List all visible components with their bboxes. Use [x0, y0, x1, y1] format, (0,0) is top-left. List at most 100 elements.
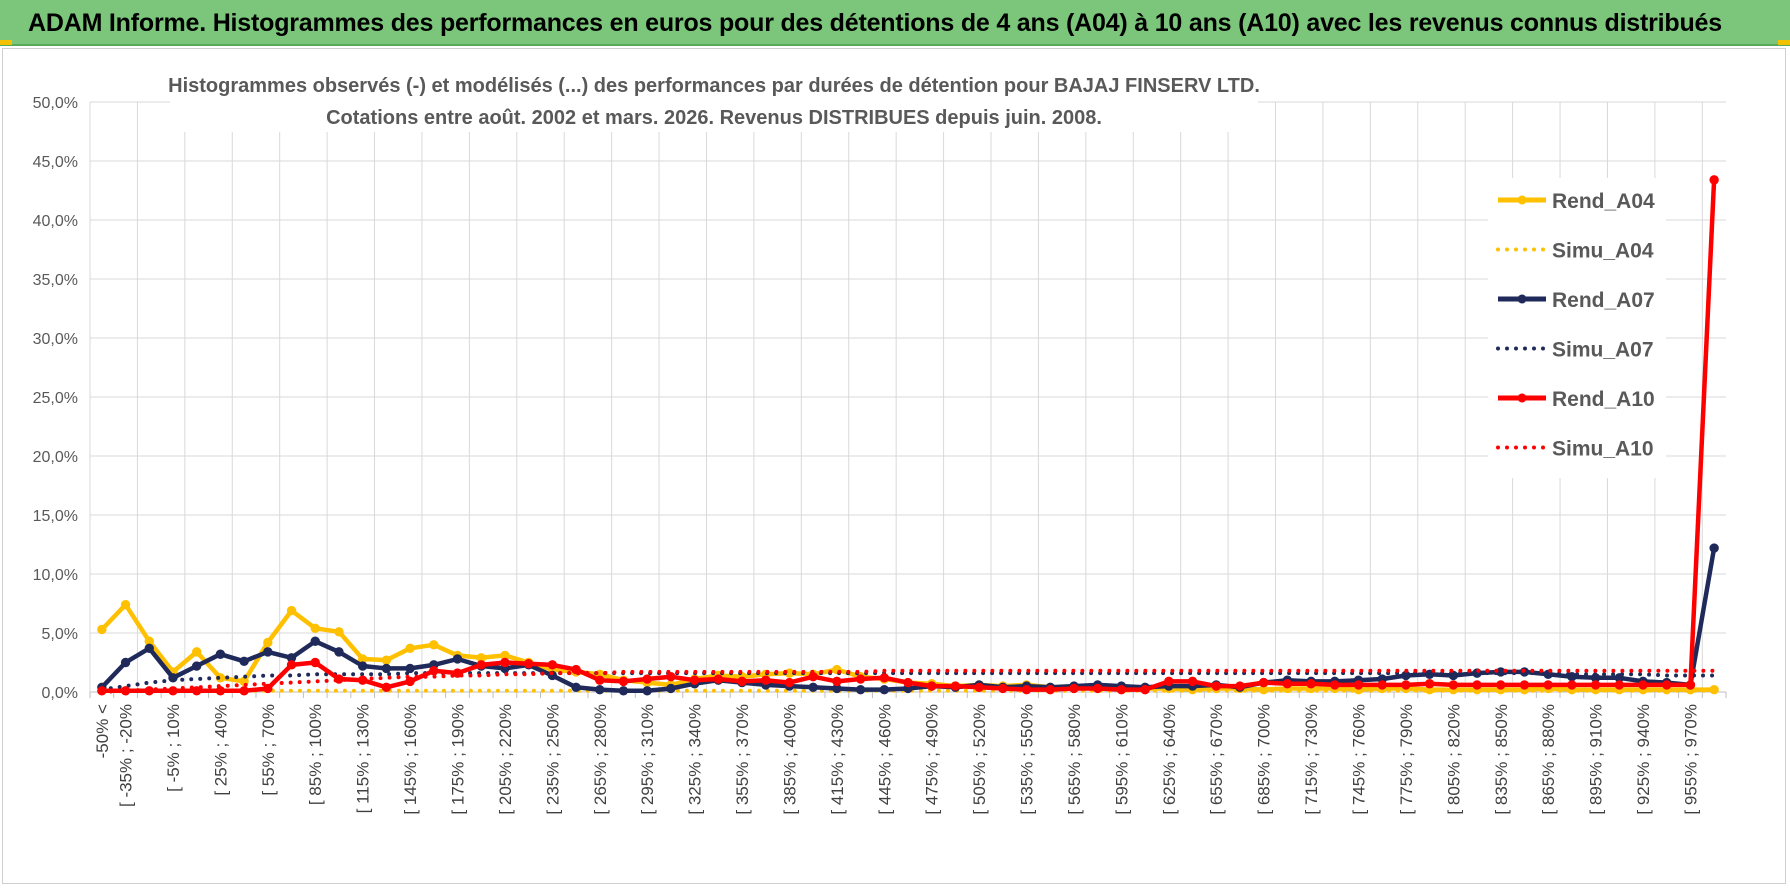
series-line-simu-a07: [99, 671, 1717, 692]
data-point-rend-a10: [310, 657, 320, 668]
data-point-rend-a10: [1187, 676, 1198, 687]
data-point-rend-a04: [97, 624, 107, 635]
legend-marker: [1517, 393, 1527, 403]
x-axis: -50% < [ -35% ; -20% [ -5% ; 10% [ 25% ; 40…: [93, 704, 1701, 815]
legend-label: Rend_A10: [1552, 388, 1655, 411]
data-point-rend-a10: [1021, 684, 1032, 695]
chart-grid: [89, 101, 1727, 698]
x-tick-label: [ 355% ; 370%: [733, 704, 752, 815]
x-tick-label: [ 505% ; 520%: [970, 704, 989, 815]
data-point-rend-a10: [1685, 680, 1696, 690]
legend-label: Simu_A04: [1552, 240, 1654, 263]
series-line-rend-a10: [101, 179, 1717, 694]
data-point-rend-a10: [215, 686, 226, 696]
report-banner: ADAM Informe. Histogrammes des performan…: [0, 0, 1790, 46]
data-point-rend-a07: [642, 686, 652, 696]
data-point-rend-a07: [618, 686, 629, 696]
data-point-rend-a10: [595, 675, 605, 685]
data-point-rend-a10: [1258, 677, 1269, 688]
y-tick-label: 20,0%: [33, 449, 78, 466]
data-point-rend-a10: [1638, 680, 1648, 690]
x-tick-label: [ 265% ; 280%: [591, 704, 610, 815]
series-line-rend-a04: [100, 602, 1715, 692]
y-tick-label: 25,0%: [33, 390, 78, 407]
data-point-rend-a10: [903, 677, 913, 688]
x-tick-label: [ 625% ; 640%: [1160, 704, 1179, 815]
data-point-rend-a10: [998, 683, 1008, 694]
y-tick-label: 5,0%: [42, 626, 78, 643]
x-tick-label: [ 745% ; 760%: [1349, 704, 1368, 815]
data-point-rend-a04: [191, 647, 202, 657]
data-point-rend-a10: [1448, 680, 1459, 690]
data-point-rend-a10: [1282, 679, 1293, 689]
chart-subtitle: Cotations entre août. 2002 et mars. 2026…: [326, 107, 1102, 129]
x-tick-label: [ 805% ; 820%: [1444, 704, 1463, 815]
x-tick-label: [ 685% ; 700%: [1255, 704, 1274, 815]
data-point-rend-a10: [927, 681, 937, 691]
x-tick-label: [ 55% ; 70%: [259, 704, 278, 796]
data-point-rend-a07: [571, 682, 581, 692]
legend-label: Simu_A10: [1552, 438, 1654, 461]
data-point-rend-a10: [1424, 679, 1435, 689]
x-tick-label: [ -35% ; -20%: [117, 704, 136, 807]
y-tick-label: 30,0%: [33, 331, 78, 348]
data-point-rend-a07: [405, 663, 415, 674]
data-point-rend-a07: [239, 656, 249, 667]
x-tick-label: [ 775% ; 790%: [1397, 704, 1416, 815]
data-point-rend-a10: [476, 660, 486, 670]
y-tick-label: 50,0%: [33, 95, 78, 112]
data-point-rend-a04: [286, 605, 297, 616]
data-point-rend-a10: [1543, 680, 1553, 690]
data-point-rend-a07: [452, 654, 463, 664]
x-tick-label: [ 145% ; 160%: [401, 704, 420, 815]
x-tick-label: [ 475% ; 490%: [923, 704, 942, 815]
data-point-rend-a07: [144, 643, 154, 654]
data-point-rend-a10: [1140, 684, 1150, 695]
data-point-rend-a04: [429, 640, 439, 650]
y-tick-label: 35,0%: [33, 272, 78, 289]
x-tick-label: [ 325% ; 340%: [686, 704, 705, 815]
x-tick-label: [ 85% ; 100%: [306, 704, 325, 805]
corner-mark-right: [1778, 40, 1790, 45]
x-tick-label: [ 235% ; 250%: [543, 704, 562, 815]
data-point-rend-a10: [1116, 684, 1127, 695]
data-point-rend-a07: [215, 649, 226, 659]
data-point-rend-a10: [761, 675, 771, 685]
data-point-rend-a10: [1235, 681, 1245, 691]
x-tick-label: [ 955% ; 970%: [1681, 704, 1700, 815]
x-tick-label: [ 415% ; 430%: [828, 704, 847, 815]
data-point-rend-a10: [1164, 676, 1174, 687]
data-point-rend-a10: [855, 674, 866, 684]
chart-title: Histogrammes observés (-) et modélisés (…: [168, 75, 1260, 97]
data-point-rend-a07: [334, 647, 344, 657]
data-point-rend-a04: [215, 673, 226, 683]
x-tick-label: [ 25% ; 40%: [211, 704, 230, 796]
y-tick-label: 45,0%: [33, 154, 78, 171]
chart-frame: [2, 48, 1786, 884]
legend-marker: [1517, 294, 1527, 304]
data-point-rend-a10: [618, 676, 629, 687]
data-point-rend-a04: [334, 627, 344, 637]
legend-label: Rend_A04: [1552, 190, 1655, 213]
data-point-rend-a10: [286, 660, 297, 670]
data-point-rend-a10: [1306, 679, 1316, 689]
data-point-rend-a10: [381, 682, 392, 692]
chart-title-background: [170, 68, 1258, 132]
x-tick-label: [ 565% ; 580%: [1065, 704, 1084, 815]
data-point-rend-a10: [1045, 684, 1055, 695]
data-point-rend-a04: [381, 655, 392, 665]
x-tick-label: [ 295% ; 310%: [638, 704, 657, 815]
legend-label: Rend_A07: [1552, 289, 1655, 312]
data-point-rend-a10: [1590, 680, 1601, 690]
data-point-rend-a10: [1662, 680, 1672, 690]
chart-series: [97, 175, 1719, 696]
data-point-rend-a04: [310, 623, 320, 633]
data-point-rend-a10: [1472, 680, 1482, 690]
y-tick-label: 10,0%: [33, 567, 78, 584]
data-point-rend-a10: [263, 683, 273, 694]
corner-mark-left: [0, 40, 12, 45]
series-line-simu-a10: [99, 668, 1717, 694]
x-tick-label: [ 715% ; 730%: [1302, 704, 1321, 815]
x-tick-label: [ 835% ; 850%: [1492, 704, 1511, 815]
data-point-rend-a10: [737, 676, 747, 687]
